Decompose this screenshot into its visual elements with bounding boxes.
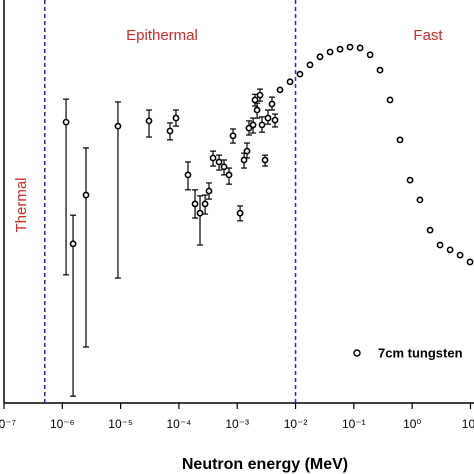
data-point (376, 66, 384, 74)
x-tick-label: 10⁻¹ (342, 417, 366, 431)
x-tick-label: 10⁻⁴ (167, 417, 192, 431)
region-label: Fast (413, 27, 443, 44)
data-point (225, 171, 233, 179)
data-point (466, 258, 474, 266)
data-point (209, 154, 217, 162)
data-point (82, 191, 90, 199)
data-point (205, 187, 213, 195)
data-point (258, 121, 266, 129)
x-tick-label: 10⁻⁵ (108, 417, 133, 431)
data-point (356, 44, 364, 52)
x-tick-label: 10⁻³ (225, 417, 249, 431)
data-point (172, 114, 180, 122)
x-tick-label: 10⁰ (403, 417, 421, 431)
data-point (326, 48, 334, 56)
data-point (446, 246, 454, 254)
data-point (229, 132, 237, 140)
data-point (386, 96, 394, 104)
data-point (243, 147, 251, 155)
x-tick-label: 10⁻⁶ (50, 417, 75, 431)
data-point (456, 251, 464, 259)
data-point (306, 61, 314, 69)
data-point (406, 176, 414, 184)
data-point (62, 118, 70, 126)
data-point (251, 96, 259, 104)
data-point (336, 45, 344, 53)
data-point (261, 156, 269, 164)
data-point (220, 163, 228, 171)
data-point (366, 51, 374, 59)
data-point (316, 53, 324, 61)
data-point (245, 124, 253, 132)
data-point (256, 91, 264, 99)
data-point (346, 43, 354, 51)
data-point (201, 200, 209, 208)
region-label: Epithermal (126, 27, 198, 44)
data-point (184, 171, 192, 179)
x-tick-label: 10⁻² (284, 417, 308, 431)
data-point (286, 78, 294, 86)
data-point (396, 136, 404, 144)
data-point (191, 200, 199, 208)
data-point (276, 86, 284, 94)
data-point (436, 241, 444, 249)
x-tick-label: 10¹ (462, 417, 474, 431)
x-tick-label: 10⁻⁷ (0, 417, 16, 431)
data-point (253, 106, 261, 114)
data-point (249, 121, 257, 129)
region-label: Thermal (13, 177, 30, 232)
data-point (236, 209, 244, 217)
data-point (296, 70, 304, 78)
data-point (271, 116, 279, 124)
data-point (268, 100, 276, 108)
data-point (215, 158, 223, 166)
data-point (114, 122, 122, 130)
data-point (264, 114, 272, 122)
legend-label: 7cm tungsten (378, 345, 463, 360)
data-point (69, 240, 77, 248)
data-point (196, 209, 204, 217)
legend-marker (353, 349, 361, 357)
data-point (416, 196, 424, 204)
x-axis-label: Neutron energy (MeV) (182, 456, 348, 473)
data-point (145, 117, 153, 125)
data-point (166, 127, 174, 135)
data-point (240, 156, 248, 164)
data-point (426, 226, 434, 234)
